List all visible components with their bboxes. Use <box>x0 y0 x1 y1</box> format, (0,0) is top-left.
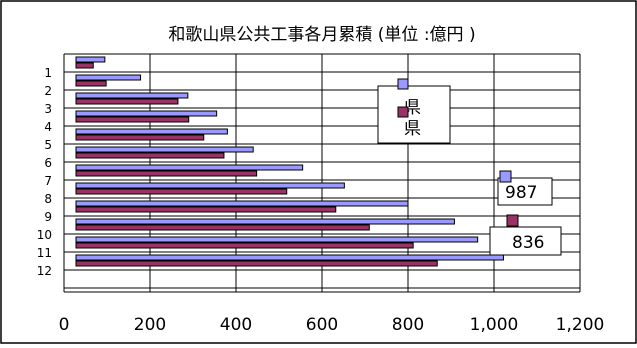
bar-series-1-month-3 <box>75 92 189 99</box>
bar-series-2-month-11 <box>75 242 414 249</box>
bar-series-2-month-9 <box>75 206 337 213</box>
y-tick-label: 3 <box>44 102 52 116</box>
y-tick-label: 4 <box>44 120 52 134</box>
annotation-label-1: 987 <box>505 183 537 203</box>
bar-series-1-month-7 <box>75 164 304 171</box>
bar-series-2-month-2 <box>75 80 107 87</box>
bar-series-1-month-8 <box>75 182 345 189</box>
bars <box>75 56 504 267</box>
bar-series-2-month-4 <box>75 116 190 123</box>
bar-series-2-month-1 <box>75 62 94 69</box>
bar-series-2-month-8 <box>75 188 288 195</box>
legend-swatch-series-1 <box>397 78 409 90</box>
x-tick-label: 600 <box>306 315 338 335</box>
annotation-label-2: 836 <box>512 233 544 253</box>
y-tick-label: 2 <box>44 84 52 98</box>
legend-label-series-2: 県 <box>404 119 421 139</box>
bar-series-2-month-12 <box>75 260 438 267</box>
y-tick-label: 5 <box>44 138 52 152</box>
gridlines <box>63 53 581 293</box>
legend-box <box>377 85 451 144</box>
x-tick-label: 800 <box>392 315 424 335</box>
bar-series-1-month-4 <box>75 110 218 117</box>
chart-title: 和歌山県公共工事各月累積 (単位 :億円 ) <box>168 25 475 45</box>
y-tick-label: 10 <box>37 228 52 242</box>
y-tick-label: 1 <box>44 66 52 80</box>
bar-series-1-month-5 <box>75 128 228 135</box>
y-tick-label: 12 <box>37 264 52 278</box>
annotation-box-2 <box>489 226 562 256</box>
bar-series-1-month-1 <box>75 56 106 63</box>
legend: 県 県 <box>377 78 451 144</box>
bar-series-1-month-10 <box>75 218 455 225</box>
bar-series-2-month-7 <box>75 170 258 177</box>
bar-series-1-month-9 <box>75 200 409 207</box>
y-tick-label: 8 <box>44 192 52 206</box>
x-tick-label: 200 <box>134 315 166 335</box>
y-tick-label: 11 <box>37 246 52 260</box>
x-tick-label: 0 <box>59 315 70 335</box>
bar-series-1-month-11 <box>75 236 479 243</box>
annotations: 987 836 <box>489 170 562 256</box>
y-tick-label: 6 <box>44 156 52 170</box>
bar-series-1-month-6 <box>75 146 254 153</box>
x-tick-label: 1,000 <box>470 315 519 335</box>
bar-series-2-month-6 <box>75 152 225 159</box>
y-tick-label: 9 <box>44 210 52 224</box>
legend-swatch-series-2 <box>397 106 409 118</box>
x-tick-label: 400 <box>220 315 252 335</box>
y-tick-label: 7 <box>44 174 52 188</box>
bar-series-2-month-3 <box>75 98 179 105</box>
bar-series-2-month-10 <box>75 224 370 231</box>
x-tick-label: 1,200 <box>556 315 605 335</box>
annotation-marker-2 <box>506 214 519 227</box>
annotation-marker-1 <box>499 170 512 183</box>
bar-series-2-month-5 <box>75 134 205 141</box>
bar-series-1-month-2 <box>75 74 142 81</box>
x-axis-labels: 0 200 400 600 800 1,000 1,200 <box>59 315 605 335</box>
bar-series-1-month-12 <box>75 254 504 261</box>
